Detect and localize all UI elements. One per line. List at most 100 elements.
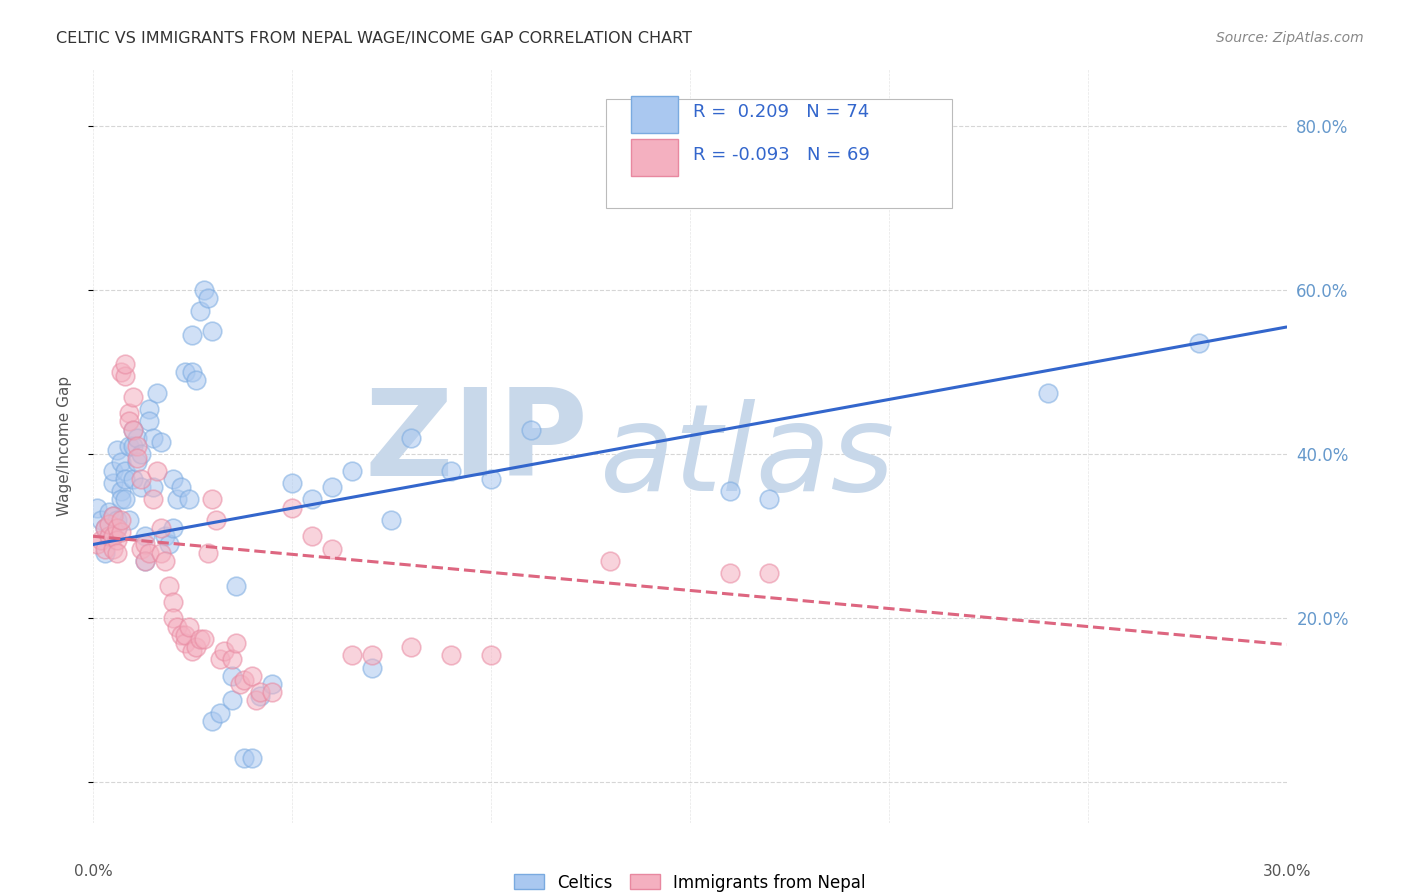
Point	[162, 611, 184, 625]
Text: ZIP: ZIP	[364, 384, 588, 500]
Point	[118, 439, 141, 453]
Legend: Celtics, Immigrants from Nepal: Celtics, Immigrants from Nepal	[508, 867, 872, 892]
Point	[134, 537, 156, 551]
Point	[149, 521, 172, 535]
Point	[90, 533, 112, 548]
Point	[197, 291, 219, 305]
Point	[157, 537, 180, 551]
Point	[169, 480, 191, 494]
Point	[118, 513, 141, 527]
Point	[225, 636, 247, 650]
Point	[201, 492, 224, 507]
Point	[157, 578, 180, 592]
Point	[479, 472, 502, 486]
Point	[197, 546, 219, 560]
Point	[162, 521, 184, 535]
Point	[201, 324, 224, 338]
Point	[110, 484, 132, 499]
Point	[101, 529, 124, 543]
FancyBboxPatch shape	[606, 99, 952, 208]
Y-axis label: Wage/Income Gap: Wage/Income Gap	[58, 376, 72, 516]
Point	[121, 423, 143, 437]
Point	[125, 455, 148, 469]
Point	[758, 566, 780, 581]
Point	[519, 423, 541, 437]
Point	[401, 431, 423, 445]
Point	[440, 464, 463, 478]
Point	[97, 529, 120, 543]
Point	[121, 390, 143, 404]
Point	[380, 513, 402, 527]
Point	[134, 554, 156, 568]
Point	[233, 673, 256, 687]
Point	[114, 492, 136, 507]
Point	[301, 529, 323, 543]
Point	[142, 492, 165, 507]
Point	[125, 439, 148, 453]
Point	[260, 677, 283, 691]
Point	[134, 554, 156, 568]
Point	[718, 484, 741, 499]
Text: 30.0%: 30.0%	[1263, 863, 1310, 879]
Point	[181, 644, 204, 658]
Point	[321, 480, 343, 494]
Point	[153, 554, 176, 568]
Point	[90, 513, 112, 527]
Point	[233, 751, 256, 765]
FancyBboxPatch shape	[631, 139, 678, 176]
Point	[221, 693, 243, 707]
Point	[281, 475, 304, 490]
Point	[97, 505, 120, 519]
Point	[114, 369, 136, 384]
Point	[94, 521, 117, 535]
Point	[86, 537, 108, 551]
Point	[209, 652, 232, 666]
Point	[101, 464, 124, 478]
Point	[169, 628, 191, 642]
Point	[149, 546, 172, 560]
Point	[1188, 336, 1211, 351]
Point	[110, 492, 132, 507]
Point	[97, 516, 120, 531]
Point	[340, 464, 363, 478]
Point	[214, 644, 236, 658]
Point	[186, 640, 208, 654]
Point	[101, 529, 124, 543]
Point	[101, 475, 124, 490]
Point	[94, 541, 117, 556]
Point	[142, 431, 165, 445]
Point	[110, 455, 132, 469]
Point	[153, 529, 176, 543]
Text: R =  0.209   N = 74: R = 0.209 N = 74	[693, 103, 870, 121]
Point	[118, 406, 141, 420]
Point	[129, 447, 152, 461]
Point	[249, 685, 271, 699]
FancyBboxPatch shape	[631, 95, 678, 133]
Point	[1036, 385, 1059, 400]
Point	[110, 365, 132, 379]
Point	[142, 480, 165, 494]
Point	[260, 685, 283, 699]
Point	[340, 648, 363, 663]
Text: Source: ZipAtlas.com: Source: ZipAtlas.com	[1216, 31, 1364, 45]
Text: R = -0.093   N = 69: R = -0.093 N = 69	[693, 146, 870, 164]
Point	[281, 500, 304, 515]
Point	[101, 541, 124, 556]
Point	[145, 385, 167, 400]
Point	[301, 492, 323, 507]
Point	[229, 677, 252, 691]
Point	[129, 480, 152, 494]
Point	[201, 714, 224, 728]
Point	[105, 533, 128, 548]
Point	[105, 513, 128, 527]
Text: CELTIC VS IMMIGRANTS FROM NEPAL WAGE/INCOME GAP CORRELATION CHART: CELTIC VS IMMIGRANTS FROM NEPAL WAGE/INC…	[56, 31, 692, 46]
Point	[129, 541, 152, 556]
Point	[479, 648, 502, 663]
Point	[105, 443, 128, 458]
Point	[221, 652, 243, 666]
Point	[94, 521, 117, 535]
Point	[138, 414, 160, 428]
Point	[166, 619, 188, 633]
Point	[177, 619, 200, 633]
Point	[166, 492, 188, 507]
